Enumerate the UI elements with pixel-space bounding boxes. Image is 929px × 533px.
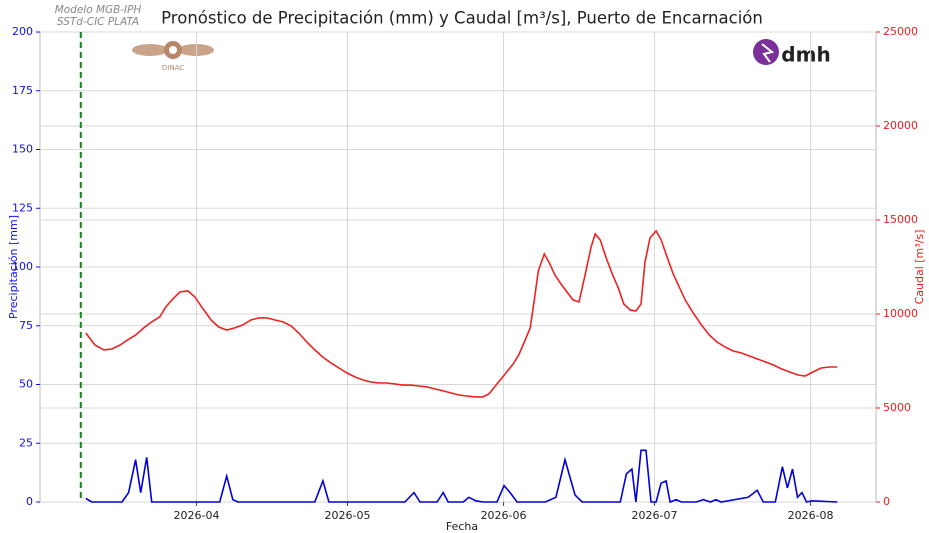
x-tick-label: 2026-07: [632, 509, 678, 522]
y2-tick-label: 15000: [883, 213, 918, 226]
dmh-logo: dmh: [753, 39, 831, 67]
model-note: Modelo MGB-IPH: [55, 4, 142, 16]
y-tick-label: 175: [12, 84, 33, 97]
y2-tick-label: 10000: [883, 307, 918, 320]
x-tick-label: 2026-04: [174, 509, 220, 522]
model-note: SSTd-CIC PLATA: [57, 16, 139, 28]
logo-text: dmh: [781, 43, 830, 67]
y2-tick-label: 25000: [883, 25, 918, 38]
x-tick-label: 2026-06: [481, 509, 527, 522]
y-tick-label: 75: [19, 319, 33, 332]
y2-axis-label: Caudal [m³/s]: [913, 230, 926, 305]
y-tick-label: 100: [12, 260, 33, 273]
y-tick-label: 150: [12, 143, 33, 156]
series-line: [85, 229, 838, 398]
series-line: [85, 449, 838, 504]
y-axis-label: Precipitación [mm]: [7, 215, 20, 319]
y-tick-label: 50: [19, 378, 33, 391]
x-tick-label: 2026-08: [788, 509, 834, 522]
x-tick-label: 2026-05: [325, 509, 371, 522]
y-tick-label: 200: [12, 25, 33, 38]
y-tick-label: 0: [26, 495, 33, 508]
logo-text: DINAC: [162, 64, 184, 72]
y2-tick-label: 0: [883, 495, 890, 508]
chart-title: Pronóstico de Precipitación (mm) y Cauda…: [161, 9, 763, 28]
y2-tick-label: 20000: [883, 119, 918, 132]
y2-tick-label: 5000: [883, 401, 911, 414]
dinac-logo: DINAC: [132, 41, 214, 72]
y-tick-label: 25: [19, 436, 33, 449]
y-tick-label: 125: [12, 201, 33, 214]
x-axis-label: Fecha: [446, 520, 478, 533]
